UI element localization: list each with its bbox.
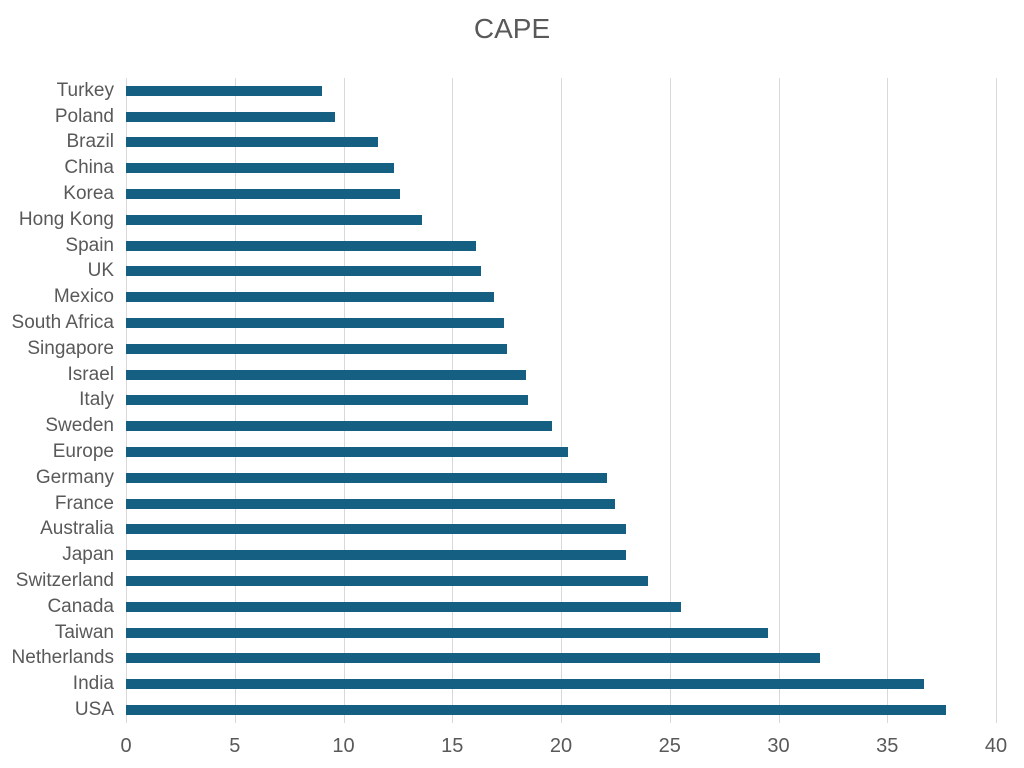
bar-italy <box>126 395 529 406</box>
y-axis-label: France <box>54 492 114 514</box>
y-axis-label: Israel <box>67 363 114 385</box>
bar-mexico <box>126 292 494 303</box>
gridline-25 <box>669 78 671 723</box>
bar-australia <box>126 524 627 535</box>
y-axis-label: Netherlands <box>11 647 114 669</box>
bar-sweden <box>126 421 553 432</box>
bar-row <box>126 78 996 104</box>
bar-row <box>126 542 996 568</box>
bar-taiwan <box>126 627 768 638</box>
y-axis-label: Switzerland <box>15 570 114 592</box>
x-axis-tick-label: 10 <box>332 735 355 757</box>
chart-title: CAPE <box>473 13 551 44</box>
bar-switzerland <box>126 576 648 587</box>
gridline-40 <box>996 78 997 723</box>
y-axis-label: Sweden <box>45 415 114 437</box>
bar-row <box>126 491 996 517</box>
x-axis-tick-label: 20 <box>549 735 573 757</box>
y-axis-label: Taiwan <box>54 621 114 643</box>
y-axis-label: Singapore <box>27 337 114 359</box>
y-axis-label: USA <box>74 699 114 721</box>
y-axis-label: Germany <box>35 466 114 488</box>
bar-japan <box>126 550 627 561</box>
bar-row <box>126 439 996 465</box>
bar-hong-kong <box>126 214 422 225</box>
y-axis-label: Hong Kong <box>18 208 114 230</box>
y-axis-label: Turkey <box>56 79 114 101</box>
y-axis-label: Mexico <box>53 286 114 308</box>
y-axis-label: Italy <box>79 389 114 411</box>
bar-poland <box>126 111 335 122</box>
bar-spain <box>126 240 477 251</box>
bar-row <box>126 130 996 156</box>
bar-row <box>126 697 996 723</box>
x-axis-tick-label: 30 <box>767 735 790 757</box>
y-axis-label: Canada <box>47 595 114 617</box>
y-axis-label: Japan <box>62 544 114 566</box>
bar-canada <box>126 601 681 612</box>
bar-row <box>126 104 996 130</box>
y-axis-label: Korea <box>63 183 114 205</box>
bar-row <box>126 594 996 620</box>
gridline-20 <box>561 78 562 723</box>
bar-row <box>126 155 996 181</box>
plot-area <box>126 78 997 723</box>
bar-korea <box>126 189 401 200</box>
bar-row <box>126 620 996 646</box>
x-axis-tick-label: 35 <box>876 735 899 757</box>
bar-china <box>126 163 394 174</box>
bar-singapore <box>126 343 507 354</box>
bar-row <box>126 181 996 207</box>
bar-row <box>126 413 996 439</box>
bar-france <box>126 498 616 509</box>
bar-row <box>126 568 996 594</box>
bar-netherlands <box>126 653 820 664</box>
y-axis-label: UK <box>87 260 114 282</box>
bar-row <box>126 310 996 336</box>
bar-israel <box>126 369 527 380</box>
bar-row <box>126 233 996 259</box>
bar-europe <box>126 447 568 458</box>
bar-row <box>126 207 996 233</box>
bar-row <box>126 646 996 672</box>
gridline-30 <box>778 78 780 723</box>
bar-row <box>126 388 996 414</box>
y-axis-label: Europe <box>52 441 114 463</box>
bar-south-africa <box>126 318 505 329</box>
bar-row <box>126 336 996 362</box>
bar-row <box>126 362 996 388</box>
bar-brazil <box>126 137 379 148</box>
bar-germany <box>126 472 607 483</box>
y-axis-label: Spain <box>65 234 114 256</box>
y-axis-label: China <box>64 157 114 179</box>
y-axis-label: Brazil <box>66 131 114 153</box>
bar-uk <box>126 266 481 277</box>
bar-usa <box>126 705 946 716</box>
x-axis-tick-label: 5 <box>229 735 241 757</box>
bar-row <box>126 671 996 697</box>
x-axis-tick-label: 0 <box>120 735 132 757</box>
y-axis-label: India <box>72 673 114 695</box>
bar-row <box>126 259 996 285</box>
x-axis-tick-label: 40 <box>984 735 1008 757</box>
bar-india <box>126 679 925 690</box>
bar-series <box>126 78 996 723</box>
y-axis-label: Poland <box>54 105 114 127</box>
y-axis-label: Australia <box>40 518 114 540</box>
bar-row <box>126 517 996 543</box>
y-axis-labels: Turkey Poland Brazil China Korea Hong Kong Spa… <box>0 78 114 723</box>
y-axis-label: South Africa <box>11 312 114 334</box>
gridline-35 <box>887 78 889 723</box>
x-axis-tick-label: 25 <box>658 735 681 757</box>
bar-turkey <box>126 85 322 96</box>
x-axis-tick-label: 15 <box>441 735 464 757</box>
bar-row <box>126 284 996 310</box>
bar-row <box>126 465 996 491</box>
